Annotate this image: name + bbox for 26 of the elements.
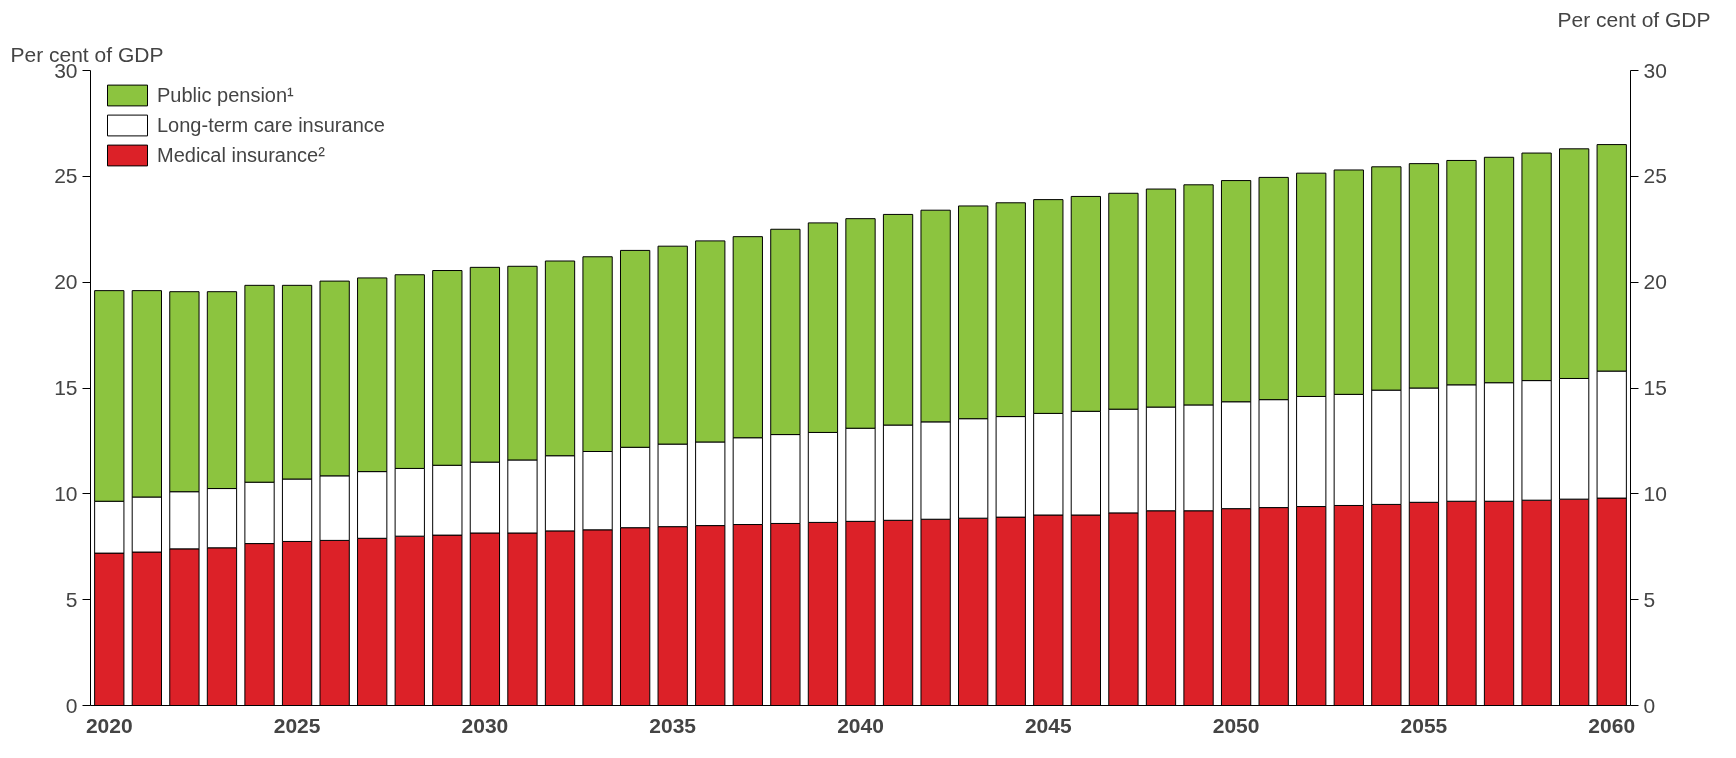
legend-label: Public pension¹ (157, 83, 294, 107)
y2-axis-title: Per cent of GDP (1557, 7, 1711, 31)
y2-tick-label: 0 (1643, 693, 1656, 717)
y2-tick-label: 30 (1643, 58, 1667, 82)
y-tick-label: 25 (54, 164, 78, 188)
y-tick-label: 5 (65, 587, 78, 611)
y-tick-label: 10 (54, 481, 78, 505)
legend-label: Long-term care insurance (157, 113, 385, 137)
x-tick-label: 2060 (1588, 713, 1636, 737)
x-tick-label: 2045 (1024, 713, 1072, 737)
x-tick-label: 2035 (649, 713, 697, 737)
y2-tick-label: 25 (1643, 164, 1667, 188)
y2-tick-label: 20 (1643, 270, 1667, 294)
y-tick-label: 15 (54, 376, 78, 399)
x-tick-label: 2050 (1212, 713, 1260, 737)
legend-label: Medical insurance² (157, 143, 325, 167)
y-tick-label: 20 (54, 270, 78, 294)
x-tick-label: 2055 (1400, 713, 1448, 737)
y2-tick-label: 5 (1643, 587, 1656, 611)
y-tick-label: 0 (65, 693, 78, 717)
x-tick-label: 2030 (461, 713, 509, 737)
x-tick-label: 2025 (273, 713, 321, 737)
y2-tick-label: 15 (1643, 376, 1667, 399)
y2-tick-label: 10 (1643, 481, 1667, 505)
x-tick-label: 2020 (85, 713, 133, 737)
x-tick-label: 2040 (837, 713, 884, 737)
